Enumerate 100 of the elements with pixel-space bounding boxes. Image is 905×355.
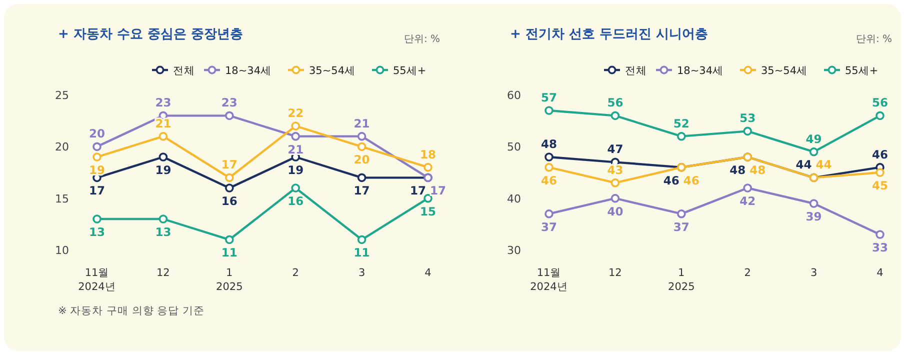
chart-title: + 전기차 선호 두드러진 시니어층 [510, 27, 708, 42]
data-label: 13 [88, 225, 106, 239]
data-label: 52 [673, 116, 690, 130]
point [225, 173, 234, 182]
data-label: 46 [872, 147, 888, 162]
data-label: 37 [540, 220, 558, 234]
data-label: 48 [750, 163, 766, 177]
point [809, 147, 818, 156]
point [743, 184, 752, 192]
y-tick-label: 25 [55, 89, 69, 102]
point [357, 132, 366, 141]
point [92, 214, 102, 224]
x-tick-label: 4 [876, 267, 884, 279]
point [424, 162, 432, 172]
data-label: 15 [420, 204, 436, 218]
data-label: 40 [607, 204, 624, 218]
chart-subtitle: 단위: % [856, 34, 892, 45]
legend-label: 18~34세 [677, 65, 724, 77]
point [291, 184, 300, 192]
data-label: 17 [430, 184, 446, 198]
point [544, 209, 554, 218]
point [158, 214, 168, 224]
data-label: 20 [354, 152, 370, 167]
y-tick-label: 15 [55, 192, 69, 206]
x-tick-label: 11월 2024년 [530, 267, 568, 293]
data-label: 17 [410, 184, 426, 198]
data-label: 56 [872, 96, 888, 110]
data-label: 11 [221, 246, 238, 260]
x-tick-label: 12 [608, 267, 622, 279]
data-label: 22 [288, 106, 304, 120]
data-label: 44 [816, 158, 832, 172]
point [291, 122, 300, 130]
data-label: 21 [354, 116, 370, 130]
point [544, 152, 554, 162]
data-label: 17 [221, 158, 238, 172]
point [544, 162, 554, 172]
data-label: 45 [872, 178, 888, 192]
point [357, 142, 366, 152]
data-label: 13 [155, 225, 172, 239]
data-label: 49 [806, 132, 822, 146]
data-label: 47 [607, 142, 624, 156]
legend-label: 18~34세 [225, 65, 272, 77]
point [225, 111, 234, 120]
legend-label: 55세+ [845, 65, 878, 77]
data-label: 46 [540, 173, 558, 188]
data-label: 48 [730, 163, 746, 177]
data-label: 21 [288, 142, 304, 156]
chart-title: + 자동차 수요 중심은 중장년층 [58, 27, 243, 42]
data-label: 18 [420, 147, 436, 162]
data-label: 20 [88, 126, 106, 141]
x-tick-label: 12 [156, 267, 170, 279]
data-label: 39 [806, 210, 822, 224]
point [677, 209, 686, 218]
point [610, 194, 620, 203]
data-label: 16 [221, 194, 238, 208]
point [876, 111, 884, 120]
x-tick-label: 3 [810, 267, 818, 279]
data-label: 44 [796, 158, 812, 172]
point [610, 178, 620, 188]
point [357, 173, 366, 182]
point [544, 106, 554, 115]
point [92, 142, 102, 152]
data-label: 33 [872, 240, 888, 254]
point [92, 152, 102, 162]
data-label: 53 [740, 111, 756, 126]
x-tick-label: 1 2025 [216, 267, 243, 293]
y-tick-label: 50 [507, 140, 521, 154]
legend-label: 55세+ [393, 65, 426, 77]
legend-label: 35~54세 [309, 65, 356, 77]
point [876, 230, 884, 239]
data-label: 21 [155, 116, 172, 130]
y-tick-label: 40 [507, 192, 521, 206]
data-label: 17 [88, 184, 106, 198]
point [225, 235, 234, 244]
point [225, 184, 234, 192]
point [876, 168, 884, 177]
data-label: 19 [88, 163, 106, 177]
data-label: 43 [607, 162, 624, 177]
point [158, 152, 168, 162]
y-tick-label: 20 [55, 140, 69, 154]
data-label: 19 [155, 163, 172, 177]
legend-label: 전체 [625, 65, 647, 77]
data-label: 16 [288, 194, 304, 208]
point [610, 111, 620, 120]
legend-label: 35~54세 [761, 65, 808, 77]
x-tick-label: 1 2025 [668, 267, 695, 293]
point [677, 132, 686, 141]
data-label: 48 [540, 137, 558, 151]
data-label: 37 [673, 220, 690, 234]
text: ※ 자동차 구매 의향 응답 기준 [58, 305, 204, 317]
y-tick-label: 30 [507, 244, 521, 257]
y-tick-label: 60 [507, 89, 521, 102]
data-label: 23 [221, 96, 238, 110]
x-tick-label: 3 [358, 267, 366, 279]
x-tick-label: 11월 2024년 [78, 267, 116, 293]
x-tick-label: 4 [424, 267, 432, 279]
data-label: 56 [607, 96, 624, 110]
chart-subtitle: 단위: % [404, 34, 440, 45]
data-label: 46 [683, 173, 700, 188]
point [809, 199, 818, 208]
